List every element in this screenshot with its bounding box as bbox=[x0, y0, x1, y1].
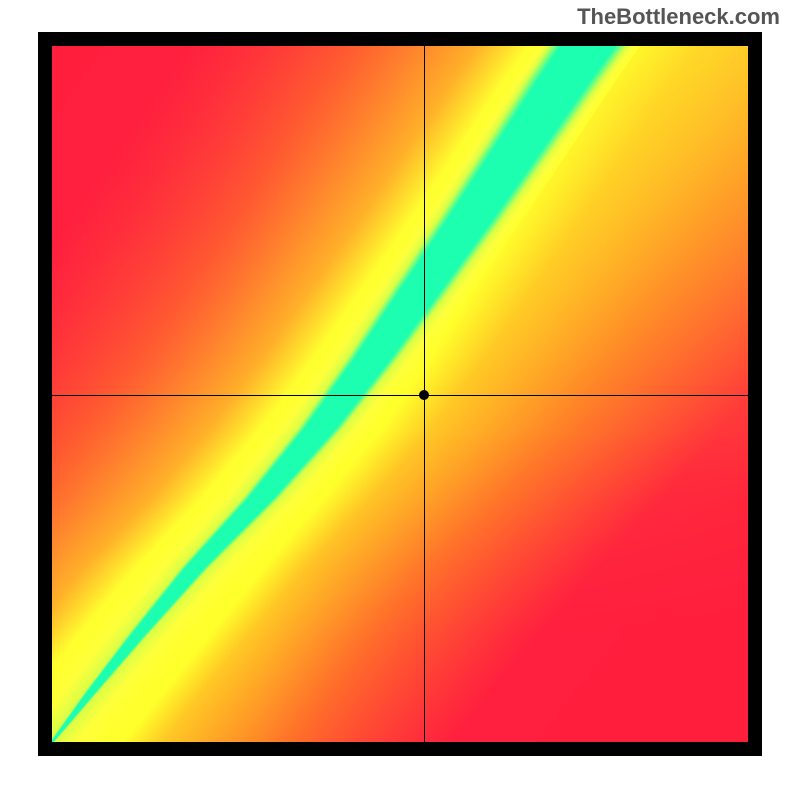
watermark-text: TheBottleneck.com bbox=[577, 4, 780, 30]
chart-frame bbox=[38, 32, 762, 756]
crosshair-marker bbox=[419, 390, 429, 400]
heatmap-canvas bbox=[52, 46, 748, 742]
plot-area bbox=[52, 46, 748, 742]
crosshair-horizontal bbox=[52, 395, 748, 396]
chart-container: TheBottleneck.com bbox=[0, 0, 800, 800]
